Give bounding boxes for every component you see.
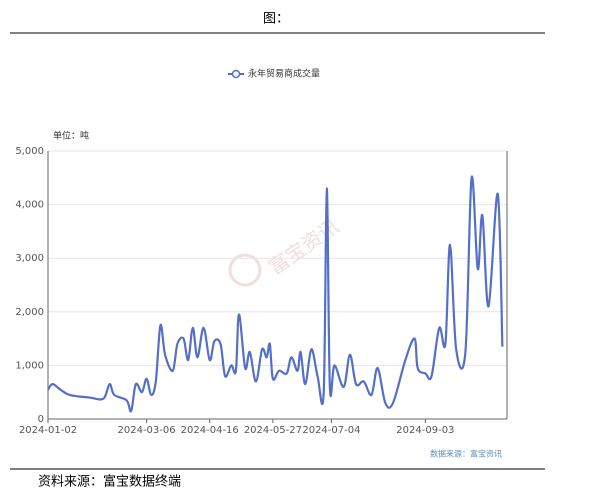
x-tick-label: 2024-03-06 [118, 425, 176, 436]
watermark-logo [228, 253, 262, 287]
watermark-text: 富宝资讯 [264, 214, 343, 280]
y-tick-label: 0 [38, 414, 44, 425]
legend-label: 永年贸易商成交量 [248, 68, 320, 80]
header-title: 图： [263, 12, 289, 27]
legend-marker [231, 69, 241, 79]
series-line [47, 175, 504, 413]
y-tick-label: 4,000 [15, 200, 44, 211]
y-tick-label: 1,000 [15, 360, 44, 371]
unit-label: 单位：吨 [53, 130, 89, 142]
footer-source: 资料来源：富宝数据终端 [38, 474, 181, 490]
x-tick-label: 2024-07-04 [302, 425, 360, 436]
source-note: 数据来源：富宝资讯 [430, 449, 502, 459]
y-tick-label: 3,000 [15, 253, 44, 264]
x-tick-label: 2024-04-16 [181, 425, 239, 436]
x-tick-label: 2024-05-27 [244, 425, 302, 436]
y-tick-label: 2,000 [15, 307, 44, 318]
x-tick-label: 2024-09-03 [396, 425, 454, 436]
y-tick-label: 5,000 [15, 146, 44, 157]
x-tick-label: 2024-01-02 [19, 425, 77, 436]
